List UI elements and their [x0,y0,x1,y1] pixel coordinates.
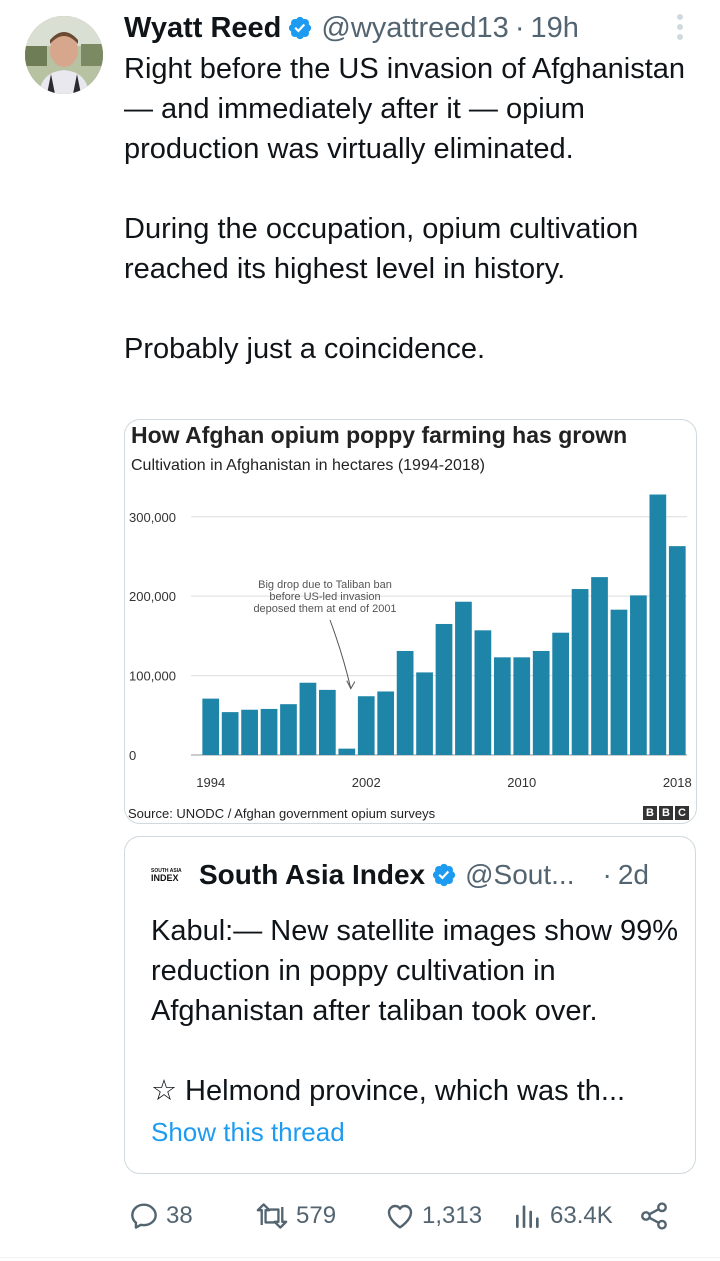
chart-bar [513,657,531,755]
chart-bar [493,657,511,755]
y-tick-label: 0 [129,748,136,763]
like-button[interactable]: 1,313 [384,1196,482,1236]
like-count: 1,313 [422,1202,483,1229]
chart-bar [396,650,414,755]
views-count: 63.4K [550,1202,613,1229]
bbc-logo-letter: B [643,806,657,820]
chart-bar [668,546,686,755]
bbc-logo-letter: B [659,806,673,820]
quoted-tweet[interactable]: SOUTH ASIA INDEX South Asia Index @Sout.… [124,836,696,1174]
quoted-author-handle[interactable]: @Sout... [465,859,575,890]
chart-bar [435,623,453,755]
chart-bar [280,704,297,755]
tweet-paragraph: Probably just a coincidence. [124,333,486,365]
quoted-author-name[interactable]: South Asia Index [199,859,426,890]
reply-count: 38 [166,1202,193,1229]
tweet-divider [0,1257,720,1258]
chart-bar [202,698,220,755]
chart-subtitle: Cultivation in Afghanistan in hectares (… [131,457,485,474]
quoted-paragraph: Kabul:— New satellite images show 99% re… [151,915,679,1027]
tweet-time[interactable]: 19h [530,11,579,44]
annotation-arrow [329,619,352,689]
avatar-photo-icon [25,16,103,94]
reply-icon [131,1203,157,1229]
more-options-button[interactable] [668,12,692,42]
y-tick-label: 200,000 [129,589,176,604]
chart-bar [338,748,356,755]
heart-icon [387,1204,413,1229]
chart-title: How Afghan opium poppy farming has grown [131,422,628,448]
chart-annotation-line: deposed them at end of 2001 [253,603,396,615]
quoted-tweet-time[interactable]: 2d [617,859,649,890]
x-tick-label: 2002 [352,775,381,790]
reply-button[interactable]: 38 [128,1196,193,1236]
chart-bar [319,689,336,755]
x-tick-label: 2018 [663,775,692,790]
retweet-count: 579 [296,1202,337,1229]
y-tick-label: 300,000 [129,510,176,525]
chart-bar [241,709,258,755]
chart-bar [610,609,628,755]
chart-bar [630,595,647,755]
chart-bar [649,494,667,755]
tweet-paragraph: During the occupation, opium cultivation… [124,213,639,285]
x-tick-label: 2010 [507,775,536,790]
verified-badge-icon[interactable] [431,862,457,888]
annotation-arrowhead [346,680,356,690]
retweet-button[interactable]: 579 [254,1196,336,1236]
author-handle[interactable]: @wyattreed13 [321,11,509,44]
quoted-paragraph: ☆ Helmond province, which was th... [151,1075,626,1107]
chart-bar [552,632,569,755]
share-icon [641,1202,667,1230]
quoted-tweet-header: SOUTH ASIA INDEX South Asia Index @Sout.… [151,859,649,891]
chart-annotation-line: before US-led invasion [269,591,380,603]
vertical-dots-icon [677,14,683,40]
retweet-icon [256,1203,288,1229]
chart-bar [591,577,608,755]
quoted-logo-line: SOUTH ASIA [151,867,182,874]
y-tick-label: 100,000 [129,669,176,684]
chart-bar [571,589,589,755]
bbc-logo-letter: C [675,806,689,820]
share-button[interactable] [638,1196,676,1236]
chart-bar [377,691,395,755]
quoted-tweet-text: Kabul:— New satellite images show 99% re… [151,911,681,1111]
quoted-header-separator: · [602,859,612,890]
views-chart-icon [516,1205,539,1228]
quoted-logo-line: INDEX [151,872,179,883]
chart-bar [474,630,492,755]
x-tick-label: 1994 [196,775,225,790]
tweet-paragraph: Right before the US invasion of Afghanis… [124,53,686,165]
author-avatar[interactable] [25,16,103,94]
verified-badge-icon[interactable] [287,15,313,41]
quoted-author-avatar[interactable]: SOUTH ASIA INDEX [151,865,191,885]
chart-bar [416,672,433,755]
tweet-text: Right before the US invasion of Afghanis… [124,49,704,369]
author-name[interactable]: Wyatt Reed [124,11,282,44]
views-button[interactable]: 63.4K [512,1196,613,1236]
chart-source: Source: UNODC / Afghan government opium … [128,806,436,821]
chart-bar [357,696,375,755]
chart-bar [221,712,239,755]
show-thread-link[interactable]: Show this thread [151,1117,345,1147]
chart-bar [299,682,317,755]
tweet-media-image[interactable]: How Afghan opium poppy farming has grown… [124,419,697,824]
bbc-logo: B B C [643,806,689,820]
tweet-header: Wyatt Reed @wyattreed13 · 19h [124,10,579,46]
chart-bar [260,708,278,755]
chart-annotation-line: Big drop due to Taliban ban [258,579,392,591]
chart-bar [455,601,472,755]
action-bar: 38 579 1,313 63.4K [0,1196,720,1236]
chart-bar [532,650,550,755]
bar-chart: 0 100,000 200,000 300,000 1994 2002 2010 2018 Bi… [129,494,692,790]
header-separator: · [514,11,525,44]
